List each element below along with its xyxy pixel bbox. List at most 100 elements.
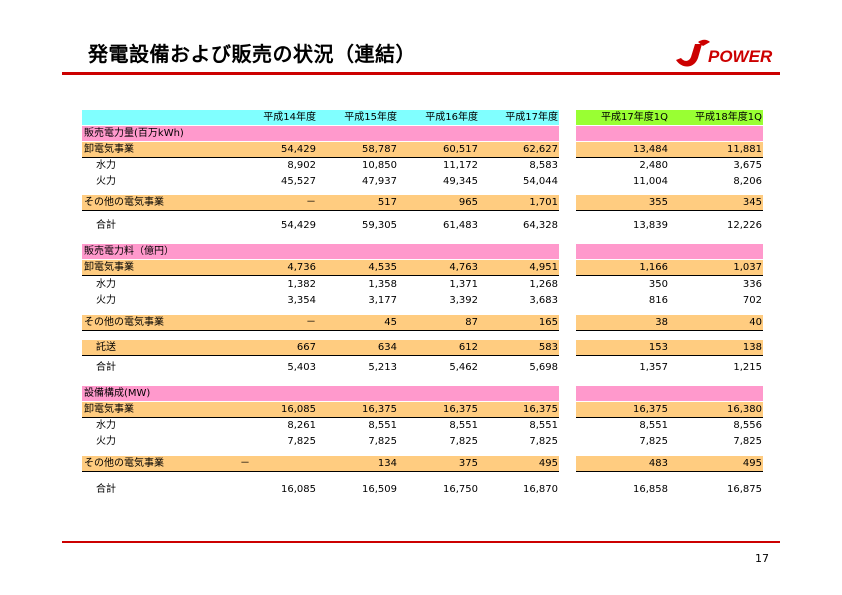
bottom-rule xyxy=(62,541,780,543)
table-cell: 3,675 xyxy=(733,160,762,171)
top-rule xyxy=(62,72,780,75)
row-band xyxy=(576,315,763,330)
row-underline xyxy=(576,275,763,276)
row-underline xyxy=(576,330,763,331)
section-title-sales-volume: 販売電力量(百万kWh) xyxy=(84,128,184,139)
table-cell: 153 xyxy=(648,342,668,353)
table-cell: 1,701 xyxy=(529,197,558,208)
row-band xyxy=(82,195,559,210)
header-band-left xyxy=(82,110,559,125)
logo-mark-icon: POWER xyxy=(676,39,773,67)
table-cell: 3,177 xyxy=(368,295,397,306)
section-band xyxy=(82,126,559,141)
header-fy17: 平成17年度 xyxy=(505,112,558,123)
page-number: 17 xyxy=(755,552,769,565)
table-cell: 3,683 xyxy=(529,295,558,306)
section-band xyxy=(576,244,763,259)
row-underline xyxy=(576,210,763,211)
row-underline xyxy=(82,417,559,418)
table-cell: 54,429 xyxy=(281,144,316,155)
table-cell: 4,951 xyxy=(529,262,558,273)
row-underline xyxy=(82,471,559,472)
table-cell: 1,268 xyxy=(529,279,558,290)
row-label: 火力 xyxy=(96,436,116,447)
table-cell: 138 xyxy=(742,342,762,353)
table-cell: 16,750 xyxy=(443,484,478,495)
row-label: その他の電気事業 xyxy=(84,458,164,469)
row-label: 水力 xyxy=(96,279,116,290)
row-underline xyxy=(576,355,763,356)
row-label: 卸電気事業 xyxy=(84,262,134,273)
table-cell: 1,166 xyxy=(639,262,668,273)
table-cell: 16,380 xyxy=(727,404,762,415)
table-cell: 59,305 xyxy=(362,220,397,231)
table-cell: 4,535 xyxy=(368,262,397,273)
row-band xyxy=(82,260,559,275)
table-cell: 3,354 xyxy=(287,295,316,306)
table-cell: 16,875 xyxy=(727,484,762,495)
row-underline xyxy=(82,210,559,211)
table-cell: 495 xyxy=(538,458,558,469)
table-cell: 11,172 xyxy=(443,160,478,171)
table-cell: 13,484 xyxy=(633,144,668,155)
table-cell: 8,261 xyxy=(287,420,316,431)
table-cell: 16,375 xyxy=(523,404,558,415)
table-cell: 7,825 xyxy=(529,436,558,447)
logo-text: POWER xyxy=(708,47,773,66)
row-label: 卸電気事業 xyxy=(84,144,134,155)
row-label: 卸電気事業 xyxy=(84,404,134,415)
table-cell: 12,226 xyxy=(727,220,762,231)
table-cell: 375 xyxy=(458,458,478,469)
table-cell: 1,357 xyxy=(639,362,668,373)
table-cell: 8,551 xyxy=(529,420,558,431)
row-band xyxy=(82,402,559,417)
table-cell: 38 xyxy=(655,317,668,328)
table-cell: 11,004 xyxy=(633,176,668,187)
table-cell: 8,551 xyxy=(449,420,478,431)
table-cell: 60,517 xyxy=(443,144,478,155)
table-cell: 7,825 xyxy=(368,436,397,447)
header-fy15: 平成15年度 xyxy=(344,112,397,123)
row-underline xyxy=(82,355,559,356)
table-cell: 8,902 xyxy=(287,160,316,171)
header-fy17-1q: 平成17年度1Q xyxy=(601,112,668,123)
table-cell: 4,763 xyxy=(449,262,478,273)
table-cell: 11,881 xyxy=(727,144,762,155)
table-cell: 134 xyxy=(377,458,397,469)
table-cell: 517 xyxy=(377,197,397,208)
row-band xyxy=(82,315,559,330)
table-cell: 1,358 xyxy=(368,279,397,290)
table-cell: 16,870 xyxy=(523,484,558,495)
table-cell: 8,206 xyxy=(733,176,762,187)
table-cell: 7,825 xyxy=(449,436,478,447)
table-cell: 1,371 xyxy=(449,279,478,290)
row-underline xyxy=(82,275,559,276)
row-label: 合計 xyxy=(96,484,116,495)
header-band-right xyxy=(576,110,763,125)
table-cell: 58,787 xyxy=(362,144,397,155)
row-label: 火力 xyxy=(96,295,116,306)
table-cell: 4,736 xyxy=(287,262,316,273)
table-cell: 61,483 xyxy=(443,220,478,231)
table-cell: 10,850 xyxy=(362,160,397,171)
table-cell: 165 xyxy=(538,317,558,328)
table-cell: 45 xyxy=(384,317,397,328)
table-cell: 350 xyxy=(648,279,668,290)
page-title: 発電設備および販売の状況（連結） xyxy=(88,42,416,66)
table-cell: 8,583 xyxy=(529,160,558,171)
table-cell: 16,375 xyxy=(443,404,478,415)
row-label: 水力 xyxy=(96,420,116,431)
table-cell: 483 xyxy=(648,458,668,469)
row-band xyxy=(82,456,559,471)
table-cell: 1,037 xyxy=(733,262,762,273)
table-cell: 16,858 xyxy=(633,484,668,495)
table-cell: 7,825 xyxy=(287,436,316,447)
section-title-capacity: 設備構成(MW) xyxy=(84,388,151,399)
table-cell: 54,044 xyxy=(523,176,558,187)
table-cell: 3,392 xyxy=(449,295,478,306)
table-cell: 54,429 xyxy=(281,220,316,231)
table-cell: 667 xyxy=(296,342,316,353)
row-label: 託送 xyxy=(96,342,116,353)
section-band xyxy=(576,126,763,141)
table-cell: 62,627 xyxy=(523,144,558,155)
